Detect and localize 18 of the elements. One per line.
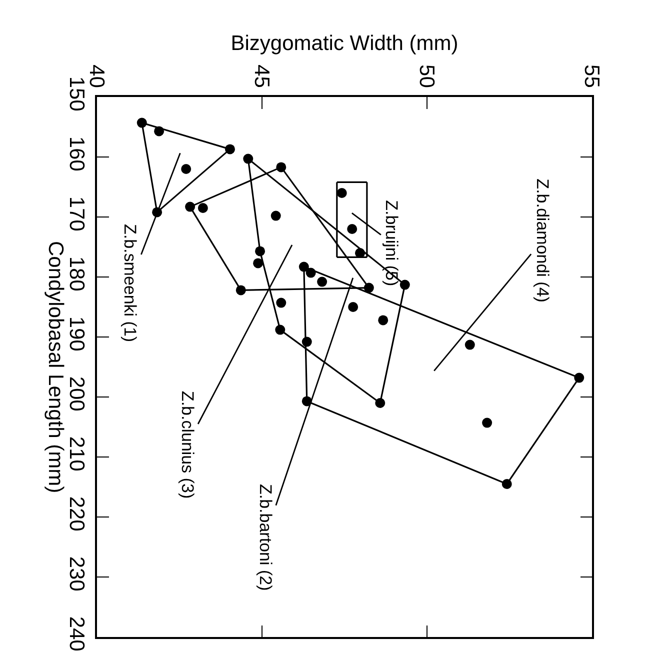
x-tick-label: 50 xyxy=(415,64,438,88)
y-tick-label: 240 xyxy=(65,616,88,652)
x-axis-title: Bizygomatic Width (mm) xyxy=(230,32,458,56)
annotation: Z.b.bartoni (2) xyxy=(256,484,275,591)
annotation: Z.b.diamondi (4) xyxy=(532,178,552,302)
y-tick-label: 190 xyxy=(65,316,88,352)
y-axis-title: Condylobasal Length (mm) xyxy=(44,240,68,494)
y-tick-label: 210 xyxy=(65,436,88,472)
annotation: Z.b.clunius (3) xyxy=(178,390,197,499)
y-tick-label: 230 xyxy=(65,556,88,592)
x-tick-label: 45 xyxy=(250,64,274,88)
y-tick-label: 220 xyxy=(65,496,88,532)
y-tick-label: 180 xyxy=(65,256,88,292)
y-tick-label: 200 xyxy=(65,376,88,412)
x-tick-label: 55 xyxy=(580,64,604,88)
y-tick-label: 160 xyxy=(65,136,88,172)
y-tick-label: 170 xyxy=(65,196,88,232)
annotation: Z.b.smeenki (1) xyxy=(120,224,140,342)
